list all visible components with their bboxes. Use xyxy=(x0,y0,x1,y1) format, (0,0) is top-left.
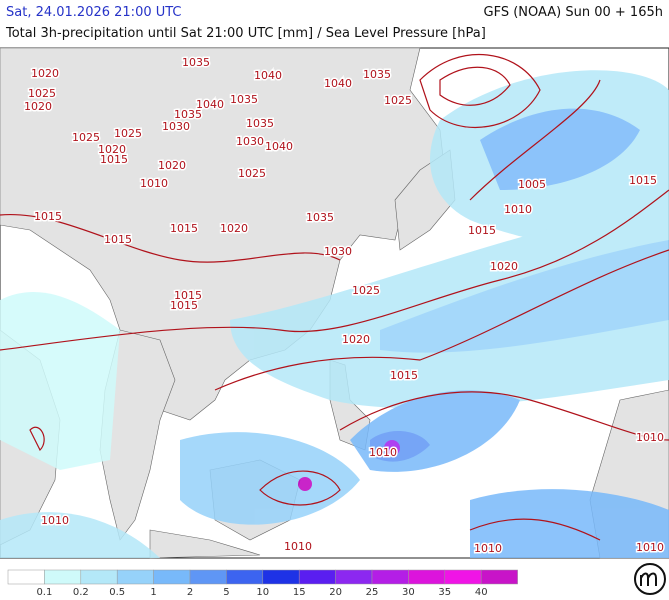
isobar-label: 1025 xyxy=(72,131,100,144)
isobar-label: 1025 xyxy=(114,127,142,140)
land-sumatra xyxy=(149,529,261,559)
legend-label: 10 xyxy=(256,587,269,598)
isobar-label: 1035 xyxy=(246,117,274,130)
isobar-label: 1015 xyxy=(174,289,202,302)
isobar-label: 1020 xyxy=(220,222,248,235)
isobar-label: 1015 xyxy=(104,233,132,246)
valid-time: Sat, 24.01.2026 21:00 UTC xyxy=(6,5,182,20)
isobar-label: 1015 xyxy=(100,153,128,166)
isobar-label: 1010 xyxy=(474,542,502,555)
isobar-label: 1040 xyxy=(254,69,282,82)
isobar-label: 1015 xyxy=(170,222,198,235)
legend-label: 0.2 xyxy=(73,587,89,598)
isobar-label: 1030 xyxy=(162,120,190,133)
isobar-label: 1010 xyxy=(140,177,168,190)
map-title: Total 3h-precipitation until Sat 21:00 U… xyxy=(6,26,486,41)
isobar-lines xyxy=(0,54,669,541)
legend-swatch xyxy=(262,569,300,585)
isobar-label: 1015 xyxy=(468,224,496,237)
isobar-label: 1010 xyxy=(284,540,312,553)
isobar-label: 1025 xyxy=(28,87,56,100)
isobar-label: 1025 xyxy=(238,167,266,180)
legend-label: 2 xyxy=(187,587,193,598)
isobar-label: 1035 xyxy=(230,93,258,106)
legend-swatch xyxy=(7,569,45,585)
legend-label: 25 xyxy=(366,587,379,598)
legend-swatch xyxy=(153,569,191,585)
legend-label: 30 xyxy=(402,587,415,598)
isobar-label: 1020 xyxy=(342,333,370,346)
isobar-label: 1035 xyxy=(182,56,210,69)
isobar-label: 1020 xyxy=(24,100,52,113)
legend-swatch xyxy=(80,569,118,585)
legend-label: 0.1 xyxy=(36,587,52,598)
legend-swatch xyxy=(44,569,82,585)
precipitation xyxy=(0,70,669,558)
legend-label: 40 xyxy=(475,587,488,598)
isobar-label: 1030 xyxy=(236,135,264,148)
isobar-label: 1030 xyxy=(324,245,352,258)
isobar-label: 1015 xyxy=(390,369,418,382)
isobar-label: 1020 xyxy=(31,67,59,80)
isobar-label: 1040 xyxy=(196,98,224,111)
logo-mark xyxy=(640,572,657,586)
model-run: GFS (NOAA) Sun 00 + 165h xyxy=(483,5,663,20)
isobar-label: 1040 xyxy=(324,77,352,90)
isobar-label: 1010 xyxy=(369,446,397,459)
isobar-label: 1025 xyxy=(352,284,380,297)
isobar-label: 1010 xyxy=(504,203,532,216)
legend-swatch xyxy=(335,569,373,585)
isobar-label: 1015 xyxy=(170,299,198,312)
isobar-label: 1025 xyxy=(384,94,412,107)
legend-swatch xyxy=(444,569,482,585)
legend: 0.1 0.2 0.5 1 2 5 10 15 20 25 30 35 40 xyxy=(7,569,518,598)
isobar-label: 1010 xyxy=(636,541,664,554)
isobar-label: 1010 xyxy=(41,514,69,527)
isobar-label: 1020 xyxy=(490,260,518,273)
legend-swatch xyxy=(371,569,409,585)
legend-swatch xyxy=(189,569,227,585)
legend-label: 1 xyxy=(150,587,156,598)
isobar-label: 1015 xyxy=(34,210,62,223)
legend-swatch xyxy=(480,569,518,585)
legend-swatch xyxy=(116,569,154,585)
legend-swatch xyxy=(298,569,336,585)
legend-label: 20 xyxy=(329,587,342,598)
legend-swatch xyxy=(226,569,264,585)
isobar-label: 1035 xyxy=(363,68,391,81)
legend-label: 5 xyxy=(223,587,229,598)
isobar-label: 1020 xyxy=(158,159,186,172)
isobar-label: 1035 xyxy=(306,211,334,224)
isobar-label: 1005 xyxy=(518,178,546,191)
isobar-label: 1035 xyxy=(174,108,202,121)
legend-label: 15 xyxy=(293,587,306,598)
legend-label: 35 xyxy=(438,587,451,598)
logo xyxy=(634,563,666,595)
legend-label: 0.5 xyxy=(109,587,125,598)
legend-swatch xyxy=(408,569,446,585)
isobar-label: 1015 xyxy=(629,174,657,187)
isobar-label: 1040 xyxy=(265,140,293,153)
isobar-label: 1020 xyxy=(98,143,126,156)
isobar-label: 1010 xyxy=(636,431,664,444)
